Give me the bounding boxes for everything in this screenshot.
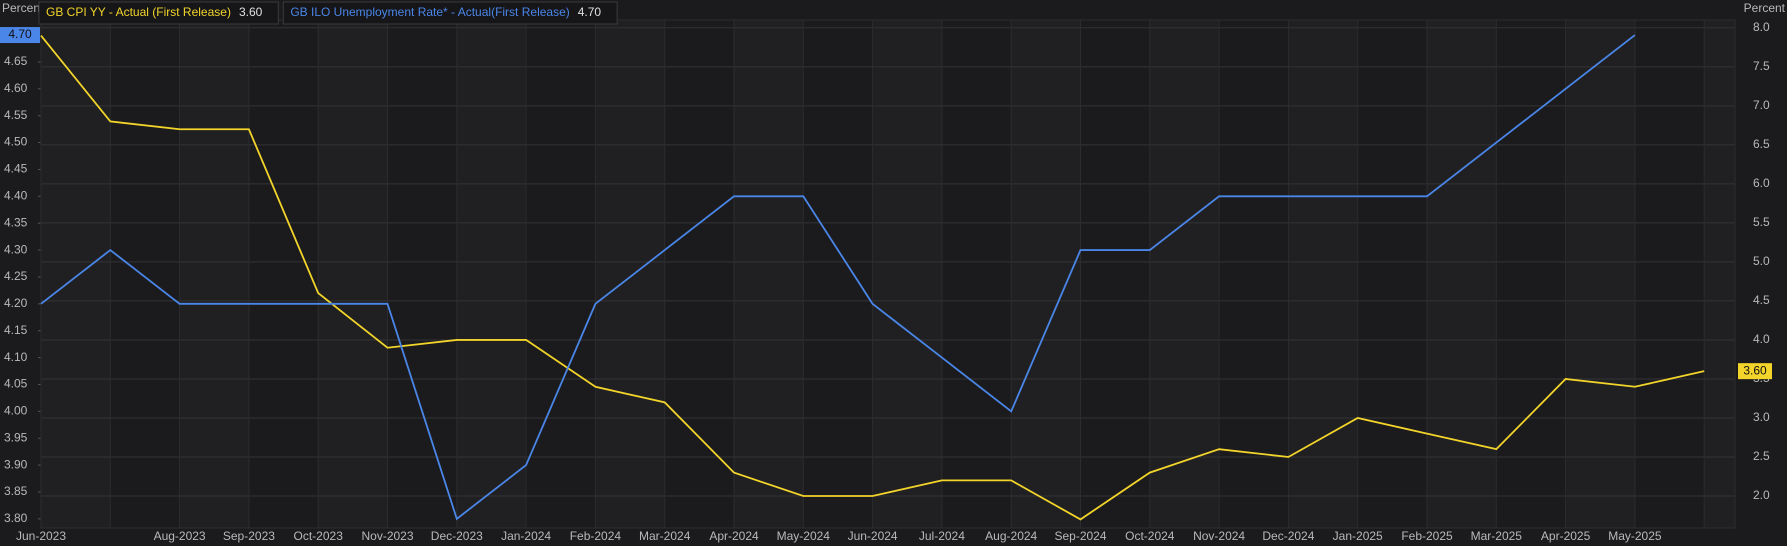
last-value-box bbox=[1738, 363, 1772, 380]
y-tick-label: 4.00 bbox=[4, 404, 28, 418]
y-axis-title: Percent bbox=[2, 1, 44, 15]
x-tick-label: Jun-2024 bbox=[848, 529, 898, 543]
y-tick-label: 4.30 bbox=[4, 242, 28, 256]
plot-band bbox=[1427, 20, 1497, 528]
y2-tick-label: 2.5 bbox=[1753, 449, 1770, 463]
y-tick-label: 4.15 bbox=[4, 323, 28, 337]
y2-tick-label: 4.0 bbox=[1753, 332, 1770, 346]
plot-band bbox=[1565, 20, 1635, 528]
y2-tick-label: 5.0 bbox=[1753, 254, 1770, 268]
y-tick-label: 3.90 bbox=[4, 457, 28, 471]
plot-band bbox=[318, 20, 388, 528]
y2-tick-label: 5.5 bbox=[1753, 215, 1770, 229]
y-tick-label: 4.50 bbox=[4, 135, 28, 149]
x-tick-label: Jan-2025 bbox=[1333, 529, 1383, 543]
series-line bbox=[40, 35, 1705, 521]
plot-band bbox=[456, 20, 527, 528]
y-tick-label: 4.25 bbox=[4, 269, 28, 283]
plot-band bbox=[595, 20, 665, 528]
x-tick-label: Mar-2024 bbox=[639, 529, 691, 543]
plot-band bbox=[179, 20, 249, 528]
x-tick-label: Jul-2024 bbox=[919, 529, 965, 543]
y2-tick-label: 7.5 bbox=[1753, 59, 1770, 73]
plot-band bbox=[872, 20, 942, 528]
legend-item: GB CPI YY - Actual (First Release) 3.60 bbox=[38, 1, 279, 25]
y2-tick-label: 7.0 bbox=[1753, 98, 1770, 112]
y2-tick-label: 2.0 bbox=[1753, 488, 1770, 502]
y2-tick-label: 4.5 bbox=[1753, 293, 1770, 307]
y-tick-label: 3.95 bbox=[4, 430, 28, 444]
plot-band bbox=[1704, 20, 1735, 528]
x-tick-label: Nov-2023 bbox=[361, 529, 413, 543]
x-tick-label: Mar-2025 bbox=[1471, 529, 1523, 543]
y2-tick-label: 8.0 bbox=[1753, 20, 1770, 34]
legend-item: GB ILO Unemployment Rate* - Actual(First… bbox=[282, 1, 618, 25]
plot-band bbox=[1011, 20, 1081, 528]
x-tick-label: Aug-2024 bbox=[985, 529, 1037, 543]
x-tick-label: Jun-2023 bbox=[16, 529, 66, 543]
x-tick-label: Dec-2023 bbox=[431, 529, 483, 543]
y-tick-label: 4.05 bbox=[4, 377, 28, 391]
y-tick-label: 4.35 bbox=[4, 215, 28, 229]
y-tick-label: 4.20 bbox=[4, 296, 28, 310]
y-tick-label: 4.55 bbox=[4, 108, 28, 122]
y-tick-label: 3.85 bbox=[4, 484, 28, 498]
legend-label: GB ILO Unemployment Rate* - Actual(First… bbox=[290, 5, 569, 19]
x-tick-label: Feb-2024 bbox=[570, 529, 622, 543]
series-line bbox=[40, 34, 1636, 521]
x-tick-label: Apr-2024 bbox=[709, 529, 759, 543]
legend-value: 3.60 bbox=[239, 5, 263, 19]
y2-tick-label: 6.0 bbox=[1753, 176, 1770, 190]
x-tick-label: Feb-2025 bbox=[1401, 529, 1453, 543]
y-tick-label: 4.10 bbox=[4, 350, 28, 364]
y2-tick-label: 6.5 bbox=[1753, 137, 1770, 151]
plot-band bbox=[41, 20, 111, 528]
y-tick-label: 4.40 bbox=[4, 188, 28, 202]
x-tick-label: Oct-2023 bbox=[294, 529, 344, 543]
x-tick-label: May-2025 bbox=[1608, 529, 1662, 543]
legend-value: 4.70 bbox=[578, 5, 602, 19]
x-tick-label: Sep-2024 bbox=[1054, 529, 1106, 543]
y2-axis-title: Percent bbox=[1744, 1, 1786, 15]
legend-box bbox=[282, 1, 618, 25]
y-tick-label: 4.45 bbox=[4, 162, 28, 176]
plot-band bbox=[734, 20, 804, 528]
x-tick-label: Oct-2024 bbox=[1125, 529, 1175, 543]
legend-box bbox=[38, 1, 279, 25]
x-tick-label: Jan-2024 bbox=[501, 529, 551, 543]
legend-label: GB CPI YY - Actual (First Release) bbox=[46, 5, 231, 19]
y-tick-label: 3.80 bbox=[4, 511, 28, 525]
last-value-box bbox=[0, 27, 40, 44]
x-tick-label: Aug-2023 bbox=[154, 529, 206, 543]
x-tick-label: Apr-2025 bbox=[1541, 529, 1591, 543]
x-tick-label: Nov-2024 bbox=[1193, 529, 1245, 543]
x-tick-label: Dec-2024 bbox=[1262, 529, 1314, 543]
last-value-label: 3.60 bbox=[1743, 363, 1767, 377]
y-tick-label: 4.65 bbox=[4, 54, 28, 68]
x-tick-label: May-2024 bbox=[777, 529, 831, 543]
y2-tick-label: 3.0 bbox=[1753, 410, 1770, 424]
x-tick-label: Sep-2023 bbox=[223, 529, 275, 543]
y-tick-label: 4.60 bbox=[4, 81, 28, 95]
plot-band bbox=[1149, 20, 1220, 528]
last-value-label: 4.70 bbox=[8, 27, 32, 41]
plot-band bbox=[1288, 20, 1358, 528]
